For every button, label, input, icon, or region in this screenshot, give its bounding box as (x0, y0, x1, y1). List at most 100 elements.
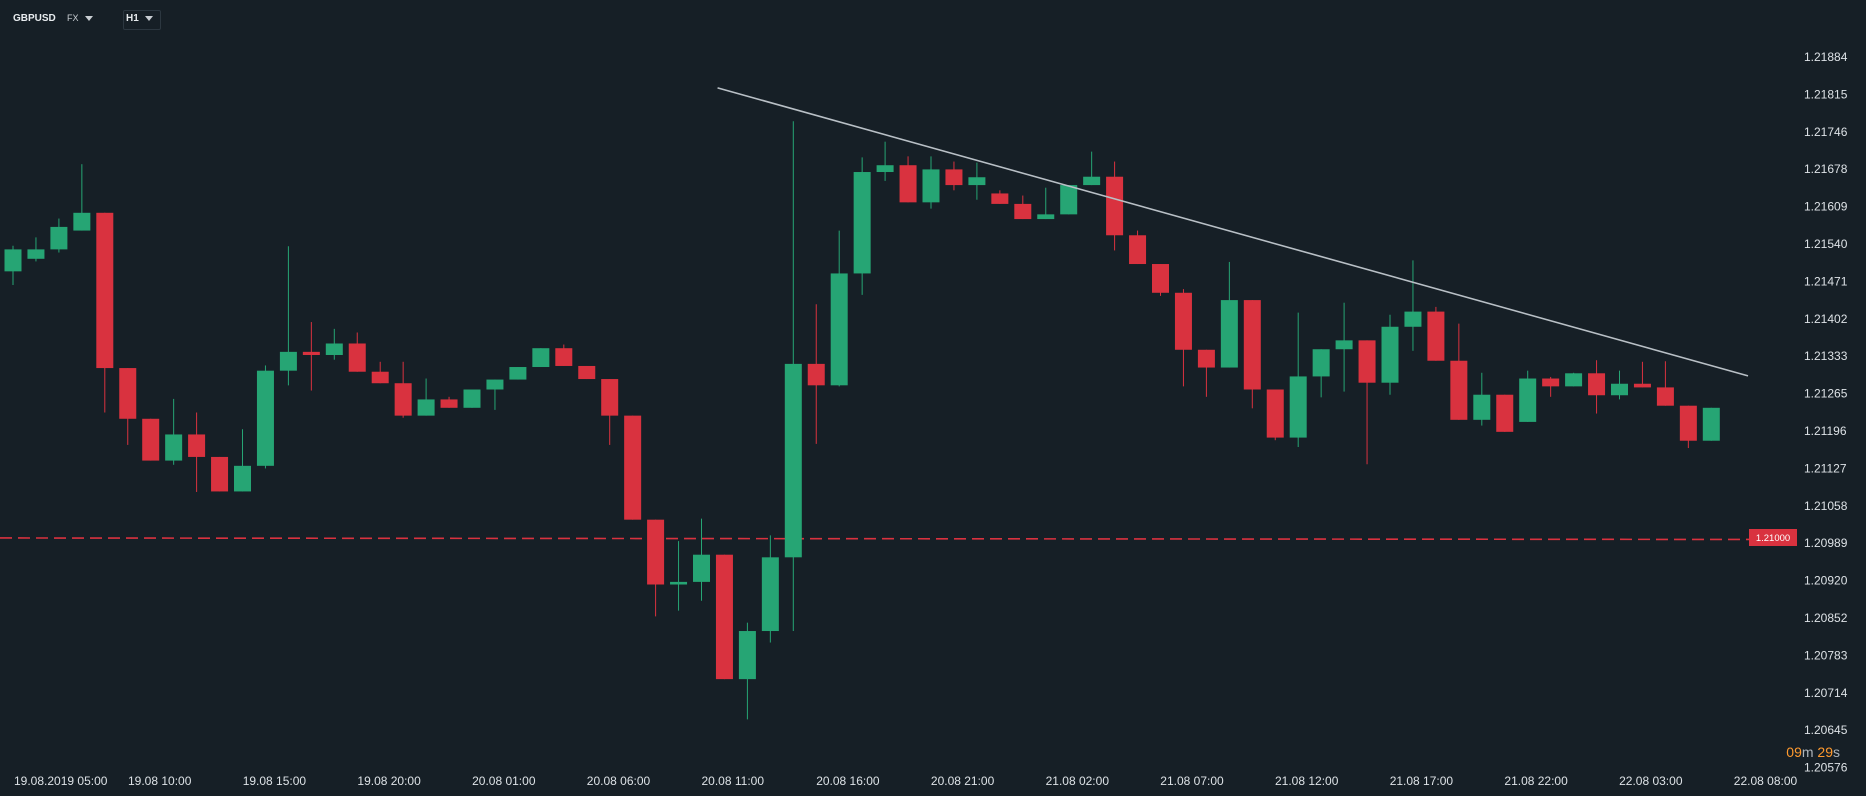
trendline-segment[interactable] (717, 87, 1749, 377)
candle[interactable] (853, 157, 871, 295)
candle[interactable] (1243, 300, 1261, 409)
candle[interactable] (1197, 349, 1215, 397)
candle[interactable] (50, 218, 68, 253)
candle[interactable] (1633, 361, 1651, 388)
timeframe-selector[interactable] (123, 10, 161, 30)
candle[interactable] (532, 348, 550, 368)
candle[interactable] (899, 156, 917, 203)
candle[interactable] (1565, 372, 1583, 387)
candle[interactable] (922, 156, 940, 209)
candle[interactable] (807, 304, 825, 444)
candle[interactable] (601, 379, 619, 445)
candle[interactable] (256, 365, 274, 469)
candle[interactable] (1496, 394, 1514, 432)
candle[interactable] (991, 190, 1009, 204)
candle[interactable] (1611, 370, 1628, 400)
candle[interactable] (968, 162, 986, 200)
candle[interactable] (1656, 361, 1674, 406)
candle[interactable] (4, 245, 22, 285)
candle[interactable] (555, 344, 573, 366)
candle[interactable] (440, 396, 458, 408)
candle[interactable] (1335, 302, 1353, 392)
timeframe-button[interactable]: H1 (126, 13, 153, 24)
candle[interactable] (1404, 260, 1422, 351)
candle[interactable] (1129, 230, 1147, 265)
candle[interactable] (1519, 370, 1537, 422)
candle[interactable] (509, 367, 527, 380)
candle-body (555, 348, 573, 366)
candle[interactable] (1702, 407, 1720, 441)
price-level-line[interactable] (0, 537, 1750, 541)
symbol-selector[interactable]: GBPUSD (13, 13, 56, 24)
candle[interactable] (876, 141, 894, 181)
candle-body (1519, 378, 1537, 422)
candle-body (1473, 394, 1491, 420)
x-tick-label: 19.08 15:00 (243, 774, 307, 788)
hline-dashed[interactable] (0, 537, 1750, 541)
candle[interactable] (348, 332, 366, 372)
candle[interactable] (1174, 289, 1192, 387)
candle[interactable] (624, 415, 642, 520)
price-axis[interactable]: 1.21884 1.21815 1.21746 1.21678 1.21609 1.215… (1804, 50, 1848, 775)
candle[interactable] (1083, 151, 1101, 186)
candle[interactable] (417, 378, 435, 416)
candle[interactable] (73, 164, 91, 231)
candle[interactable] (1014, 195, 1032, 220)
candle[interactable] (1450, 323, 1468, 420)
candle[interactable] (96, 212, 114, 413)
candle[interactable] (1427, 306, 1445, 361)
candle[interactable] (1266, 389, 1284, 441)
x-tick-label: 20.08 01:00 (472, 774, 536, 788)
candle[interactable] (1358, 340, 1376, 465)
candle[interactable] (830, 230, 848, 387)
x-tick-label: 20.08 21:00 (931, 774, 995, 788)
candle[interactable] (188, 412, 206, 492)
candle-body (234, 465, 251, 492)
candle-body (670, 581, 688, 585)
candle[interactable] (1037, 187, 1055, 220)
candle[interactable] (302, 322, 320, 391)
candle[interactable] (1542, 376, 1560, 397)
candle[interactable] (234, 429, 251, 492)
market-selector[interactable]: FX (67, 13, 93, 23)
candle-body (532, 348, 550, 368)
candle[interactable] (738, 622, 756, 720)
candle[interactable] (325, 328, 343, 360)
candle[interactable] (279, 246, 297, 386)
candle[interactable] (486, 379, 504, 410)
candle[interactable] (670, 541, 688, 611)
time-axis[interactable]: 19.08.2019 05:00 19.08 10:00 19.08 15:00 19… (14, 774, 1798, 788)
candle-body (4, 249, 22, 272)
candle[interactable] (1289, 312, 1307, 448)
candle[interactable] (1152, 264, 1169, 296)
candle[interactable] (1679, 405, 1697, 449)
candle[interactable] (463, 389, 481, 408)
candle[interactable] (142, 418, 160, 461)
candle[interactable] (647, 519, 665, 617)
candle[interactable] (715, 554, 733, 680)
candle[interactable] (1381, 314, 1399, 395)
y-tick-label: 1.21058 (1804, 499, 1848, 513)
candle-body (1358, 340, 1376, 383)
candle[interactable] (1473, 372, 1491, 426)
candle[interactable] (1312, 349, 1330, 398)
candle[interactable] (1588, 360, 1606, 414)
candle[interactable] (371, 361, 389, 384)
trendline[interactable] (717, 87, 1749, 377)
candle[interactable] (693, 518, 710, 601)
candle[interactable] (211, 456, 229, 492)
candle[interactable] (1220, 261, 1238, 368)
price-label: 1.21000 (1749, 529, 1797, 546)
candle[interactable] (761, 535, 779, 643)
candle[interactable] (784, 121, 802, 632)
candle[interactable] (394, 361, 412, 418)
candle[interactable] (1106, 161, 1124, 251)
candle[interactable] (119, 368, 137, 445)
candle[interactable] (165, 398, 183, 465)
candle[interactable] (27, 237, 45, 262)
candle[interactable] (1060, 185, 1078, 215)
candle[interactable] (578, 365, 596, 380)
market-label: FX (67, 13, 79, 23)
candle[interactable] (945, 161, 963, 191)
